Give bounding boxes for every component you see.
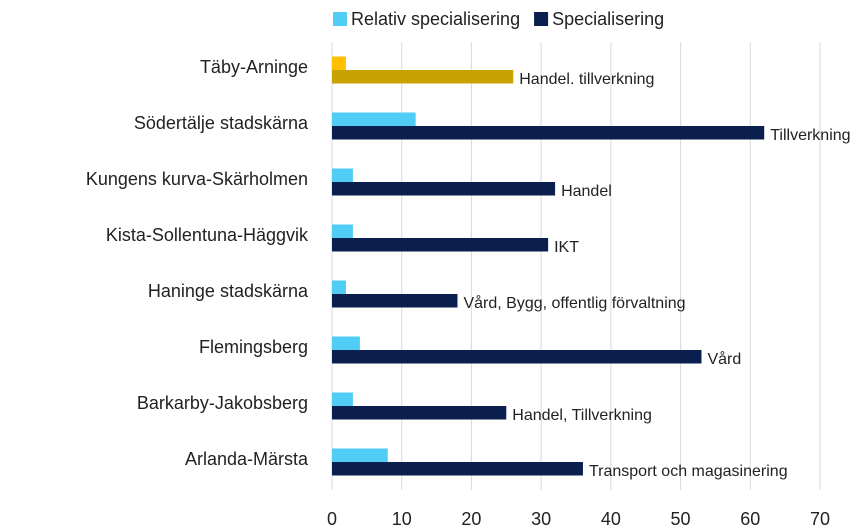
bar — [332, 350, 702, 364]
x-tick-label: 20 — [461, 509, 481, 529]
category-label: Södertälje stadskärna — [134, 113, 309, 133]
category-label: Kista-Sollentuna-Häggvik — [106, 225, 309, 245]
x-tick-label: 40 — [601, 509, 621, 529]
data-label: Transport och magasinering — [589, 463, 788, 480]
bar — [332, 294, 458, 308]
legend-swatch — [534, 12, 549, 26]
bar — [332, 168, 353, 182]
bar — [332, 336, 360, 350]
category-label: Arlanda-Märsta — [185, 449, 309, 469]
legend-label: Relativ specialisering — [351, 9, 520, 29]
bar — [332, 126, 765, 140]
data-label: Handel — [561, 183, 612, 200]
legend-swatch — [333, 12, 347, 26]
category-label: Flemingsberg — [199, 337, 308, 357]
bar — [332, 448, 388, 462]
data-label: Vård — [707, 350, 741, 368]
data-label: Handel, Tillverkning — [512, 407, 652, 424]
bar — [332, 462, 583, 476]
category-label: Täby-Arninge — [200, 57, 308, 77]
category-label: Kungens kurva-Skärholmen — [86, 169, 308, 189]
bar — [332, 224, 353, 238]
bar — [332, 70, 514, 84]
x-tick-label: 70 — [810, 509, 830, 529]
category-label: Haninge stadskärna — [148, 281, 309, 301]
data-label: IKT — [554, 239, 579, 256]
x-tick-label: 50 — [671, 509, 691, 529]
data-label: Tillverkning — [770, 127, 850, 144]
category-label: Barkarby-Jakobsberg — [137, 393, 308, 413]
x-tick-label: 0 — [327, 509, 337, 529]
legend-label: Specialisering — [552, 9, 664, 29]
bar — [332, 56, 346, 70]
data-label: Handel. tillverkning — [519, 71, 654, 88]
bar — [332, 238, 549, 252]
x-tick-label: 60 — [740, 509, 760, 529]
bar — [332, 112, 416, 126]
bar — [332, 182, 556, 196]
data-label: Vård, Bygg, offentlig förvaltning — [463, 294, 685, 312]
x-tick-label: 30 — [531, 509, 551, 529]
x-tick-label: 10 — [392, 509, 412, 529]
bar — [332, 406, 507, 420]
bar — [332, 392, 353, 406]
bar — [332, 280, 346, 294]
